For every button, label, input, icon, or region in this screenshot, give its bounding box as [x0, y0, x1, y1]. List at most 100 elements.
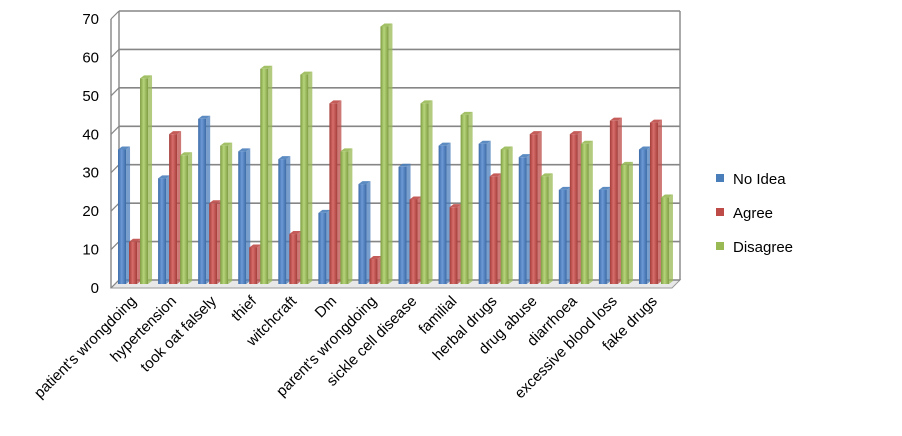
bar-top — [660, 194, 673, 198]
gridline-side — [110, 125, 120, 135]
bar-disagree — [380, 23, 393, 285]
bar-front — [580, 143, 589, 284]
bar-top — [369, 256, 382, 260]
bar-front — [260, 68, 269, 284]
bar-front — [529, 134, 538, 284]
bar-top — [409, 196, 422, 200]
gridline-side — [110, 10, 120, 20]
bar-front — [420, 103, 429, 284]
bar-top — [300, 71, 313, 75]
bar-disagree — [580, 140, 593, 284]
bar-no-idea — [598, 186, 611, 284]
bar-front — [140, 78, 149, 285]
bar-top — [438, 142, 451, 146]
bar-top — [540, 173, 553, 177]
bar-side — [268, 65, 273, 284]
bar-agree — [649, 119, 662, 284]
bar-front — [249, 247, 258, 284]
bar-front — [118, 149, 127, 284]
bar-front — [598, 189, 607, 284]
bar-front — [358, 184, 367, 284]
bar-top — [318, 209, 331, 213]
bar-disagree — [620, 161, 633, 284]
bar-side — [308, 71, 313, 284]
bar-top — [118, 146, 131, 150]
bar-front — [180, 155, 189, 284]
bar-disagree — [660, 194, 673, 284]
bar-side — [388, 23, 393, 285]
bar-top — [340, 148, 353, 152]
gridline-side — [110, 164, 120, 174]
bar-front — [649, 122, 658, 284]
bar-top — [529, 131, 542, 135]
gridline-side — [110, 279, 120, 289]
bar-side — [228, 142, 233, 284]
bar-disagree — [300, 71, 313, 284]
bar-disagree — [500, 146, 513, 284]
legend-swatch — [716, 242, 724, 250]
gridline-side — [110, 87, 120, 97]
bar-agree — [489, 173, 502, 284]
bar-top — [380, 23, 393, 27]
bar-top — [420, 100, 433, 104]
bar-side — [588, 140, 593, 284]
gridline-side — [110, 241, 120, 250]
legend-swatch — [716, 208, 724, 216]
bar-front — [198, 118, 207, 284]
bar-agree — [609, 117, 622, 284]
bar-no-idea — [278, 156, 291, 284]
bar-front — [449, 207, 458, 284]
bar-front — [478, 143, 487, 284]
bar-disagree — [460, 111, 473, 285]
bar-agree — [329, 100, 342, 284]
y-axis-ticks: 0 10 20 30 40 50 60 70 — [82, 11, 99, 297]
bar-agree — [569, 131, 582, 284]
bar-side — [148, 75, 153, 285]
bar-disagree — [220, 142, 233, 284]
bar-top — [249, 244, 262, 248]
bar-top — [238, 148, 251, 152]
bar-top — [209, 200, 222, 204]
bar-front — [660, 197, 669, 284]
y-tick-label: 70 — [82, 11, 99, 28]
y-tick-label: 0 — [91, 280, 99, 297]
bar-front — [238, 151, 247, 284]
bar-front — [460, 114, 469, 285]
bar-agree — [529, 131, 542, 284]
bar-no-idea — [238, 148, 251, 284]
bar-front — [438, 145, 447, 284]
plot-floor-panel — [109, 279, 682, 289]
bar-front — [289, 234, 298, 284]
legend-swatch — [716, 174, 724, 182]
y-tick-label: 20 — [82, 203, 99, 220]
bar-top — [489, 173, 502, 177]
bar-top — [198, 115, 211, 119]
bar-front — [158, 178, 167, 284]
bar-no-idea — [398, 163, 411, 284]
bar-front — [209, 203, 218, 284]
bar-side — [508, 146, 513, 284]
bar-top — [620, 161, 633, 165]
bar-top — [129, 238, 142, 242]
bar-disagree — [180, 152, 193, 284]
bar-agree — [249, 244, 262, 284]
bar-top — [158, 175, 171, 179]
bar-agree — [289, 231, 302, 284]
bar-top — [500, 146, 513, 150]
bar-agree — [129, 238, 142, 284]
bar-front — [620, 164, 629, 284]
axes — [110, 11, 681, 288]
gridlines — [110, 10, 680, 289]
bar-top — [358, 181, 371, 185]
y-tick-label: 40 — [82, 126, 99, 143]
legend-label: Agree — [733, 205, 773, 222]
bar-top — [638, 146, 651, 150]
y-tick-label: 50 — [82, 88, 99, 105]
bar-front — [220, 145, 229, 284]
bar-top — [449, 204, 462, 208]
bar-top — [169, 131, 182, 135]
bar-front — [129, 241, 138, 284]
bar-side — [668, 194, 673, 284]
bar-agree — [209, 200, 222, 284]
